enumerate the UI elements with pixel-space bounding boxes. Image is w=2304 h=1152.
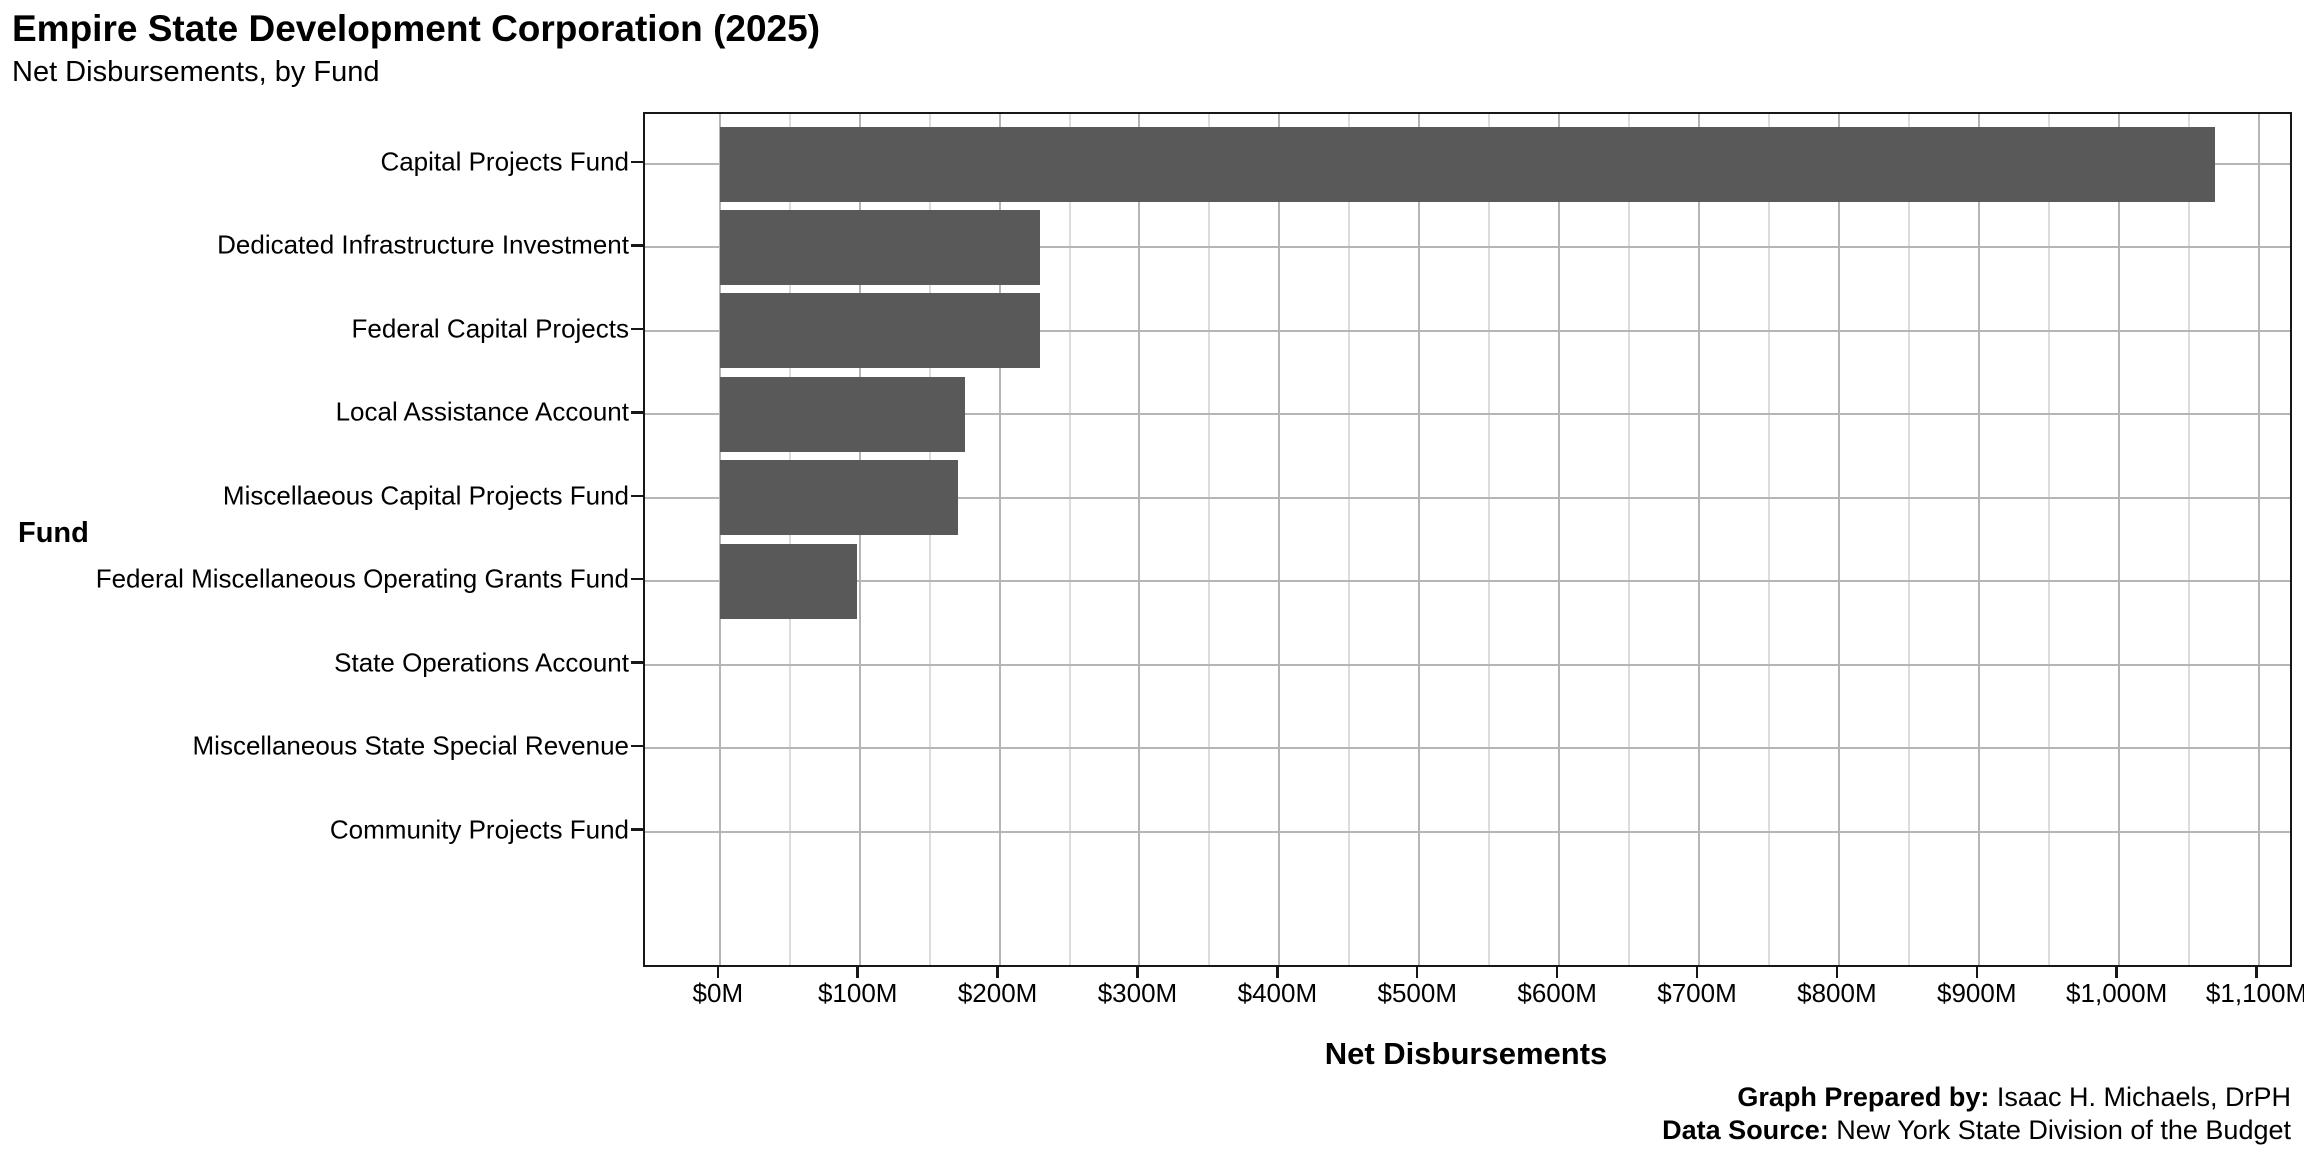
x-tick-mark [1276,965,1279,978]
y-tick-mark [631,327,643,331]
plot-panel [643,112,2292,967]
footer-data-source-label: Data Source: [1662,1115,1829,1145]
major-gridline [998,114,1001,965]
x-tick-mark [1415,965,1419,978]
y-tick-mark [631,244,643,247]
major-gridline [858,114,861,965]
category-gridline [645,747,2290,750]
major-gridline [1138,114,1141,965]
x-tick-mark [996,965,999,978]
bar [719,126,2216,202]
x-tick-label: $800M [1797,978,1877,1008]
y-tick-label: Community Projects Fund [329,814,629,845]
x-tick-mark [716,965,720,978]
x-tick-label: $100M [817,978,898,1008]
y-tick-label: Federal Capital Projects [351,313,629,344]
footer-credits: Graph Prepared by: Isaac H. Michaels, Dr… [1662,1081,2291,1147]
category-gridline [645,663,2290,666]
x-tick-label: $900M [1937,978,2017,1008]
bar [719,209,1041,286]
y-axis-labels: Capital Projects Fund Dedicated Infrastru… [0,112,629,963]
x-tick-label: $500M [1377,978,1457,1008]
category-gridline [645,329,2290,332]
x-tick-mark [1555,965,1559,978]
major-gridline [1977,114,1980,965]
x-tick-label: $0M [692,978,744,1008]
category-gridline [645,413,2290,416]
bar [719,376,965,452]
category-gridline [645,496,2290,499]
chart-subtitle: Net Disbursements, by Fund [12,56,380,88]
bar [719,293,1041,369]
minor-gridline [2187,114,2190,965]
y-tick-label: Miscellaeous Capital Projects Fund [222,480,629,511]
category-gridline [645,830,2290,833]
y-tick-label: Capital Projects Fund [380,146,629,177]
y-tick-label: Federal Miscellaneous Operating Grants F… [95,563,629,594]
major-gridline [2257,114,2260,965]
y-tick-label: State Operations Account [334,647,629,678]
minor-gridline [1208,114,1211,965]
minor-gridline [1488,114,1491,965]
major-gridline [1558,114,1561,965]
major-gridline [1278,114,1281,965]
x-axis-labels: $0M $100M $200M $300M $400M $500M $600M $700M $8… [0,978,2304,1012]
bar [719,460,958,536]
x-tick-label: $600M [1517,978,1597,1008]
minor-gridline [2047,114,2050,965]
y-axis-title: Fund [18,517,89,549]
x-tick-label: $700M [1657,978,1737,1008]
x-tick-mark [2255,965,2258,978]
bar [719,543,857,619]
x-axis-title: Net Disbursements [1324,1036,1608,1071]
footer-prepared-by: Graph Prepared by: Isaac H. Michaels, Dr… [1662,1081,2291,1114]
x-tick-label: $1,000M [2066,978,2168,1008]
minor-gridline [1767,114,1770,965]
major-gridline [1418,114,1421,965]
y-tick-label: Dedicated Infrastructure Investment [217,230,629,261]
footer-data-source-value: New York State Division of the Budget [1828,1115,2291,1145]
footer-prepared-by-value: Isaac H. Michaels, DrPH [1989,1082,2291,1112]
y-tick-mark [631,411,643,414]
major-gridline [718,114,721,965]
footer-prepared-by-label: Graph Prepared by: [1737,1082,1990,1112]
x-tick-mark [1975,965,1978,978]
y-tick-label: Miscellaneous State Special Revenue [192,730,629,761]
minor-gridline [1348,114,1351,965]
x-tick-label: $400M [1237,978,1318,1008]
x-tick-mark [1695,965,1699,978]
y-tick-mark [631,160,643,164]
x-tick-mark [856,965,859,978]
y-tick-mark [631,577,643,581]
category-gridline [645,246,2290,249]
y-tick-mark [631,828,643,831]
minor-gridline [928,114,931,965]
x-tick-mark [2115,965,2118,978]
minor-gridline [1907,114,1910,965]
minor-gridline [1628,114,1631,965]
x-tick-label: $200M [957,978,1038,1008]
x-tick-mark [1835,965,1839,978]
minor-gridline [788,114,791,965]
y-tick-label: Local Assistance Account [335,397,629,428]
x-tick-label: $1,100M [2205,978,2304,1008]
major-gridline [1837,114,1840,965]
minor-gridline [1068,114,1071,965]
category-gridline [645,580,2290,583]
major-gridline [1698,114,1700,965]
x-tick-mark [1136,965,1139,978]
chart-title: Empire State Development Corporation (20… [12,8,821,49]
y-tick-mark [631,661,643,664]
x-tick-label: $300M [1097,978,1178,1008]
major-gridline [2117,114,2120,965]
y-tick-mark [631,744,643,748]
y-tick-mark [631,494,643,498]
footer-data-source: Data Source: New York State Division of … [1662,1114,2291,1147]
